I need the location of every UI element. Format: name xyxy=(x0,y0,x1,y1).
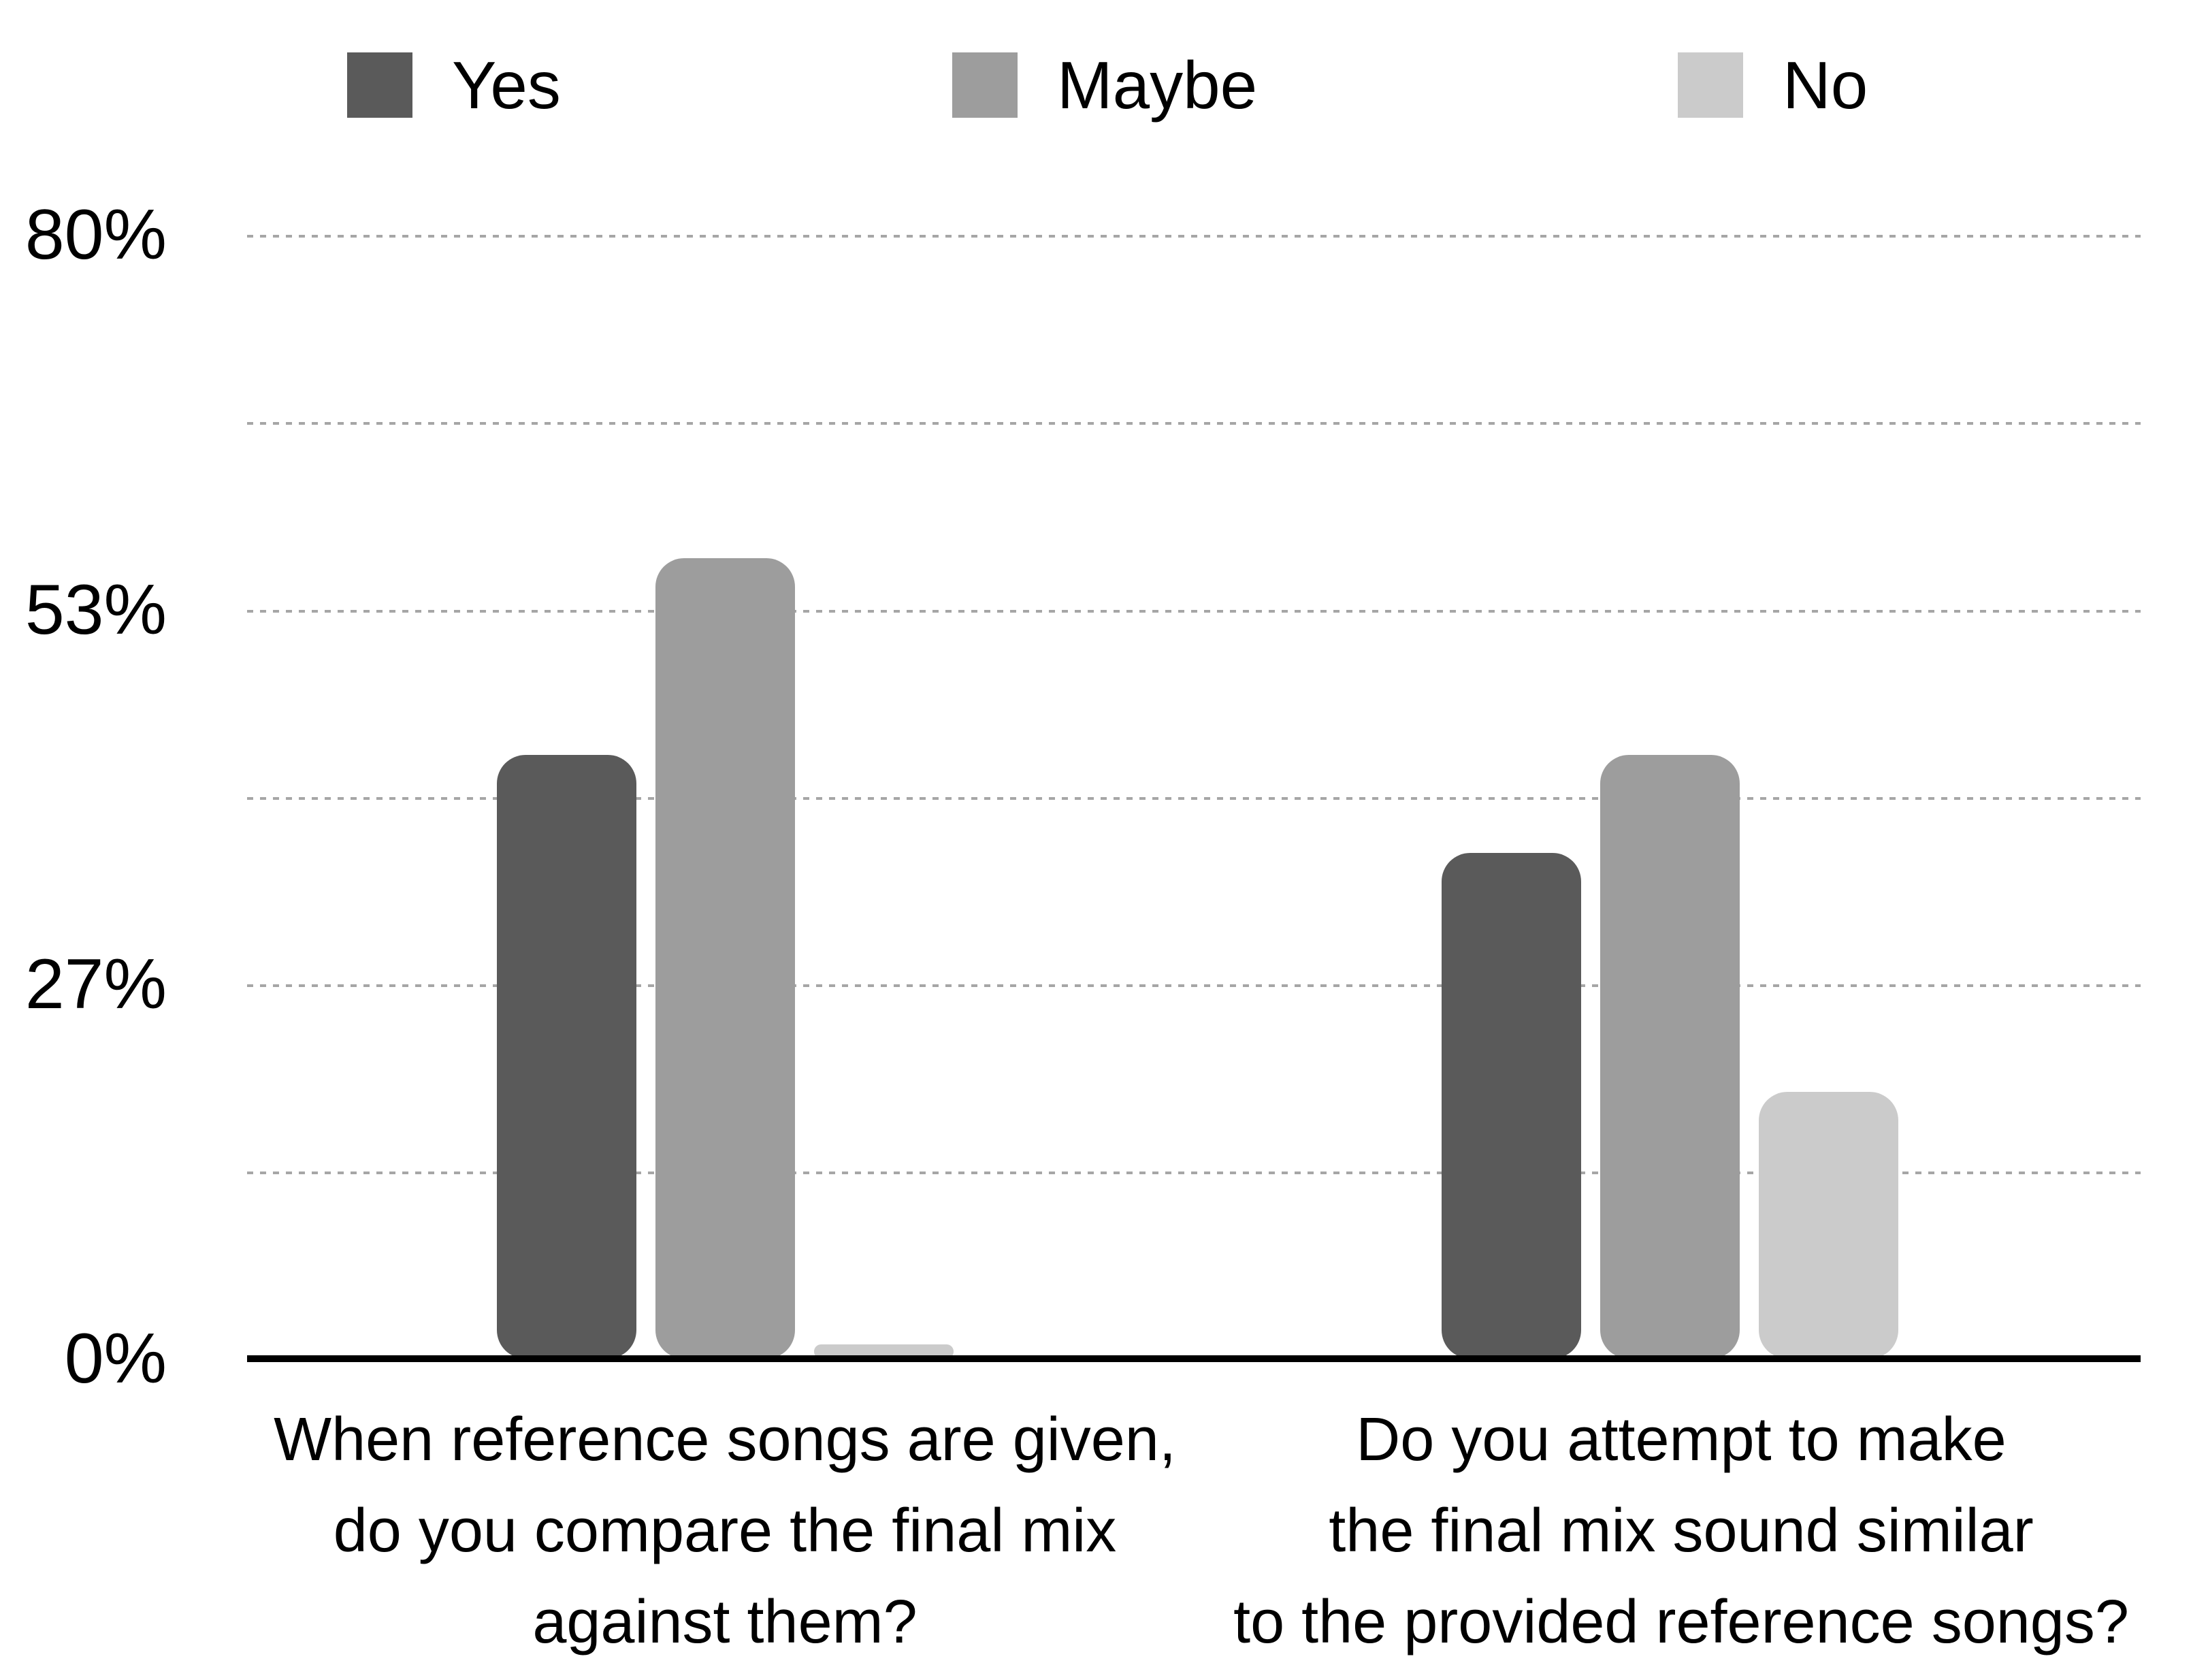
y-axis-tick-27: 27% xyxy=(25,945,167,1024)
legend-swatch-maybe xyxy=(952,52,1018,118)
legend-item-no: No xyxy=(1678,52,1868,118)
legend-swatch-no xyxy=(1678,52,1743,118)
category-label-question2-line3: to the provided reference songs? xyxy=(1233,1588,2129,1656)
category-label-question1: When reference songs are given, do you c… xyxy=(194,1394,1256,1668)
y-axis-tick-80: 80% xyxy=(25,195,167,274)
bar-question1-maybe xyxy=(655,558,795,1359)
y-axis-tick-53: 53% xyxy=(25,570,167,649)
gridline-13pct xyxy=(247,1172,2141,1174)
legend-item-maybe: Maybe xyxy=(952,52,1257,118)
bar-question1-no xyxy=(814,1344,954,1359)
legend-label-maybe: Maybe xyxy=(1057,48,1258,123)
y-axis-tick-0: 0% xyxy=(64,1319,167,1398)
legend-swatch-yes xyxy=(347,52,412,118)
category-label-question1-line2: do you compare the final mix xyxy=(333,1497,1117,1565)
legend-label-no: No xyxy=(1783,48,1868,123)
gridline-27pct xyxy=(247,984,2141,987)
category-label-question2: Do you attempt to make the final mix sou… xyxy=(1150,1394,2208,1668)
gridline-53pct xyxy=(247,610,2141,613)
category-label-question2-line2: the final mix sound similar xyxy=(1329,1497,2034,1565)
category-label-question1-line3: against them? xyxy=(532,1588,918,1656)
gridline-80pct xyxy=(247,235,2141,238)
legend-label-yes: Yes xyxy=(452,48,561,123)
category-label-question1-line1: When reference songs are given, xyxy=(274,1406,1176,1474)
bar-question2-no xyxy=(1759,1091,1898,1359)
category-label-question2-line1: Do you attempt to make xyxy=(1356,1406,2007,1474)
legend-item-yes: Yes xyxy=(347,52,561,118)
x-axis-line xyxy=(247,1355,2141,1362)
gridline-66pct xyxy=(247,422,2141,425)
gridline-40pct xyxy=(247,797,2141,800)
bar-question2-yes xyxy=(1442,853,1581,1359)
bar-question1-yes xyxy=(497,754,636,1359)
bar-question2-maybe xyxy=(1600,754,1740,1359)
